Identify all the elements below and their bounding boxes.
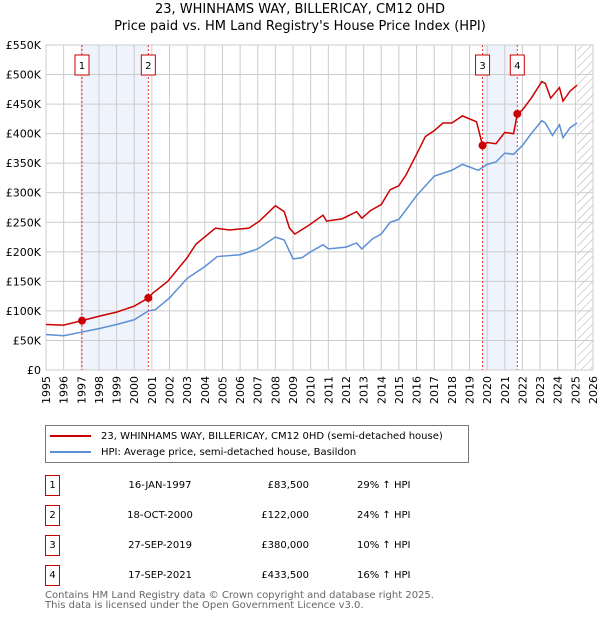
x-tick-label: 2019 bbox=[463, 376, 476, 404]
legend-item-property: 23, WHINHAMS WAY, BILLERICAY, CM12 0HD (… bbox=[50, 428, 443, 444]
x-tick-label: 2022 bbox=[516, 376, 529, 404]
sale-point bbox=[478, 141, 487, 150]
x-tick-label: 2025 bbox=[569, 376, 582, 404]
x-tick-label: 2011 bbox=[322, 376, 335, 404]
x-tick-label: 1995 bbox=[40, 376, 53, 404]
y-tick-label: £150K bbox=[6, 275, 42, 288]
x-tick-label: 2023 bbox=[534, 376, 547, 404]
sale-date: 18-OCT-2000 bbox=[127, 510, 193, 521]
y-tick-label: £250K bbox=[6, 216, 42, 229]
y-tick-label: £200K bbox=[6, 246, 42, 259]
x-tick-label: 2003 bbox=[181, 376, 194, 404]
x-tick-label: 2002 bbox=[164, 376, 177, 404]
hpi-line bbox=[45, 119, 578, 337]
y-tick-label: £100K bbox=[6, 305, 42, 318]
legend-swatch bbox=[50, 451, 91, 453]
x-tick-label: 2014 bbox=[375, 376, 388, 404]
x-tick-label: 2005 bbox=[216, 376, 229, 404]
y-tick-label: £400K bbox=[6, 128, 42, 141]
sale-row: 4 17-SEP-2021 £433,500 16% ↑ HPI bbox=[45, 565, 465, 586]
sale-row: 1 16-JAN-1997 £83,500 29% ↑ HPI bbox=[45, 475, 465, 496]
sale-marker-label: 4 bbox=[514, 61, 520, 72]
sale-price: £380,000 bbox=[261, 540, 309, 551]
x-tick-label: 1999 bbox=[111, 376, 124, 404]
x-tick-label: 2006 bbox=[234, 376, 247, 404]
y-tick-label: £300K bbox=[6, 187, 42, 200]
x-tick-label: 2010 bbox=[305, 376, 318, 404]
x-tick-label: 1997 bbox=[75, 376, 88, 404]
sale-marker-label: 3 bbox=[479, 61, 485, 72]
x-tick-label: 2009 bbox=[287, 376, 300, 404]
sale-period-shade bbox=[482, 45, 518, 370]
legend-label: HPI: Average price, semi-detached house,… bbox=[101, 446, 357, 458]
x-tick-label: 2000 bbox=[128, 376, 141, 404]
sale-date: 17-SEP-2021 bbox=[128, 570, 192, 581]
x-tick-label: 2018 bbox=[446, 376, 459, 404]
sale-hpi-diff: 16% ↑ HPI bbox=[357, 570, 411, 581]
forecast-hatch bbox=[577, 45, 593, 370]
sale-marker-label: 1 bbox=[45, 475, 60, 496]
x-tick-label: 2012 bbox=[340, 376, 353, 404]
chart-title: 23, WHINHAMS WAY, BILLERICAY, CM12 0HD bbox=[154, 2, 445, 17]
sale-marker-label: 3 bbox=[45, 535, 60, 556]
x-tick-label: 2021 bbox=[499, 376, 512, 404]
sale-point bbox=[77, 316, 86, 325]
legend-label: 23, WHINHAMS WAY, BILLERICAY, CM12 0HD (… bbox=[101, 430, 443, 442]
sale-date: 27-SEP-2019 bbox=[128, 540, 192, 551]
x-tick-label: 2004 bbox=[199, 376, 212, 404]
x-tick-label: 2016 bbox=[411, 376, 424, 404]
sale-price: £122,000 bbox=[261, 510, 309, 521]
x-tick-label: 2013 bbox=[358, 376, 371, 404]
y-tick-label: £50K bbox=[13, 334, 42, 347]
sale-price: £83,500 bbox=[267, 480, 309, 491]
sale-hpi-diff: 29% ↑ HPI bbox=[357, 480, 411, 491]
y-tick-label: £450K bbox=[6, 98, 42, 111]
chart-subtitle: Price paid vs. HM Land Registry's House … bbox=[114, 19, 486, 34]
sale-marker-label: 2 bbox=[145, 61, 151, 72]
sale-hpi-diff: 24% ↑ HPI bbox=[357, 510, 411, 521]
sale-point bbox=[513, 109, 522, 118]
x-tick-label: 2001 bbox=[146, 376, 159, 404]
legend-item-hpi: HPI: Average price, semi-detached house,… bbox=[50, 444, 356, 460]
sale-marker-label: 1 bbox=[79, 61, 85, 72]
sale-row: 3 27-SEP-2019 £380,000 10% ↑ HPI bbox=[45, 535, 465, 556]
y-tick-label: £0 bbox=[27, 364, 41, 377]
price-chart: 1995 1996 1997 1998 1999 2000 2001 2002 2003 2004… bbox=[6, 39, 600, 404]
y-tick-label: £500K bbox=[6, 69, 42, 82]
x-tick-label: 2017 bbox=[428, 376, 441, 404]
x-tick-label: 2008 bbox=[269, 376, 282, 404]
footer-line: Contains HM Land Registry data © Crown c… bbox=[45, 590, 434, 601]
sale-marker-box bbox=[475, 54, 491, 76]
sale-hpi-diff: 10% ↑ HPI bbox=[357, 540, 411, 551]
legend: 23, WHINHAMS WAY, BILLERICAY, CM12 0HD (… bbox=[45, 425, 469, 463]
footer-line: This data is licensed under the Open Gov… bbox=[45, 600, 364, 611]
sale-date: 16-JAN-1997 bbox=[128, 480, 192, 491]
sale-point bbox=[144, 293, 153, 302]
footer: Contains HM Land Registry data © Crown c… bbox=[45, 591, 434, 611]
x-tick-label: 1998 bbox=[93, 376, 106, 404]
x-tick-label: 2015 bbox=[393, 376, 406, 404]
sale-marker-label: 4 bbox=[45, 565, 60, 586]
sale-marker-box bbox=[140, 54, 156, 76]
x-tick-label: 1996 bbox=[58, 376, 71, 404]
legend-swatch bbox=[50, 435, 91, 437]
sale-price: £433,500 bbox=[261, 570, 309, 581]
sale-marker-box bbox=[509, 54, 525, 76]
y-tick-label: £350K bbox=[6, 157, 42, 170]
x-tick-label: 2020 bbox=[481, 376, 494, 404]
sale-marker-label: 2 bbox=[45, 505, 60, 526]
sale-row: 2 18-OCT-2000 £122,000 24% ↑ HPI bbox=[45, 505, 465, 526]
sale-period-shade bbox=[81, 45, 149, 370]
x-tick-label: 2024 bbox=[552, 376, 565, 404]
x-tick-label: 2026 bbox=[587, 376, 600, 404]
y-tick-label: £550K bbox=[6, 39, 42, 52]
x-tick-label: 2007 bbox=[252, 376, 265, 404]
sale-marker-box bbox=[74, 54, 90, 76]
plot-border bbox=[45, 44, 594, 371]
